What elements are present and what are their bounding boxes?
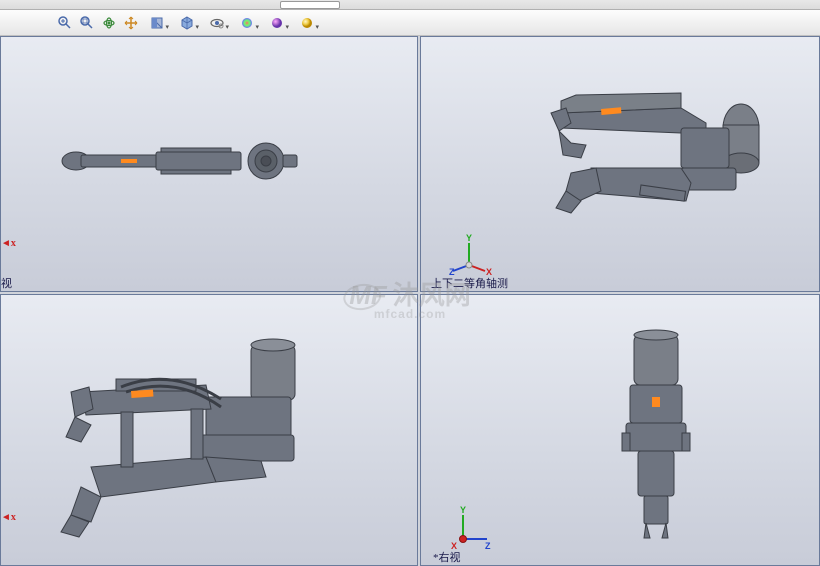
display-style-icon[interactable] — [174, 14, 200, 32]
svg-text:Z: Z — [485, 541, 491, 551]
viewport-container: ◄x 视 — [0, 36, 820, 566]
model-top-view — [61, 131, 311, 196]
menu-bar-sliver — [0, 0, 820, 10]
viewport-bottom-right[interactable]: Y Z X *右视 — [420, 294, 820, 566]
viewport-top-left[interactable]: ◄x 视 — [0, 36, 418, 292]
orientation-triad[interactable]: X Y Z — [449, 237, 489, 277]
scene-icon[interactable] — [264, 14, 290, 32]
axis-x-marker: ◄x — [1, 512, 16, 523]
units-dropdown[interactable] — [280, 1, 340, 9]
pan-icon[interactable] — [122, 14, 140, 32]
model-isometric-view — [531, 73, 781, 248]
axis-x-marker: ◄x — [1, 238, 16, 249]
svg-text:Y: Y — [466, 233, 472, 243]
section-view-icon[interactable] — [144, 14, 170, 32]
hide-show-icon[interactable] — [204, 14, 230, 32]
view-label: 视 — [1, 275, 12, 291]
orientation-triad[interactable]: Y Z X — [449, 509, 489, 549]
appearance-icon[interactable] — [234, 14, 260, 32]
model-front-view — [61, 337, 321, 552]
view-label: *右视 — [433, 549, 461, 565]
zoom-fit-icon[interactable] — [56, 14, 74, 32]
viewport-bottom-left[interactable]: ◄x — [0, 294, 418, 566]
zoom-area-icon[interactable] — [78, 14, 96, 32]
view-label: 上下二等角轴测 — [431, 275, 508, 291]
view-toolbar — [0, 10, 820, 36]
viewport-top-right[interactable]: X Y Z 上下二等角轴测 — [420, 36, 820, 292]
model-right-view — [616, 333, 696, 548]
render-icon[interactable] — [294, 14, 320, 32]
svg-text:Y: Y — [460, 505, 466, 515]
rotate-view-icon[interactable] — [100, 14, 118, 32]
